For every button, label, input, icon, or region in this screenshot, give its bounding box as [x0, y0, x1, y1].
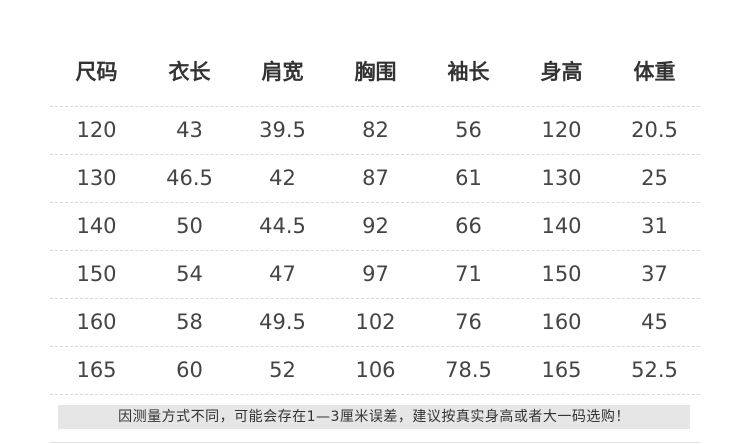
column-header: 尺码: [75, 60, 118, 84]
table-cell: 39.5: [259, 118, 306, 142]
table-cell: 50: [176, 214, 203, 238]
column-header: 胸围: [354, 60, 397, 84]
table-cell: 45: [641, 310, 668, 334]
table-cell: 76: [455, 310, 482, 334]
table-cell: 102: [355, 310, 396, 334]
column-header: 体重: [633, 60, 676, 84]
table-cell: 130: [76, 166, 117, 190]
table-row: 140 50 44.5 92 66 140 31: [50, 202, 700, 250]
table-cell: 47: [269, 262, 296, 286]
column-header: 衣长: [168, 60, 211, 84]
table-cell: 78.5: [445, 358, 492, 382]
column-header: 身高: [540, 60, 583, 84]
table-cell: 37: [641, 262, 668, 286]
header-row: 尺码 衣长 肩宽 胸围 袖长 身高 体重: [50, 48, 700, 96]
table-cell: 20.5: [631, 118, 678, 142]
table-cell: 150: [76, 262, 117, 286]
table-cell: 44.5: [259, 214, 306, 238]
table-cell: 46.5: [166, 166, 213, 190]
bottom-divider: [50, 442, 700, 443]
table-cell: 97: [362, 262, 389, 286]
row-divider: [50, 106, 700, 107]
table-cell: 106: [355, 358, 396, 382]
table-cell: 56: [455, 118, 482, 142]
row-divider: [50, 298, 700, 299]
table-cell: 49.5: [259, 310, 306, 334]
table-cell: 66: [455, 214, 482, 238]
row-divider: [50, 394, 700, 395]
table-cell: 130: [541, 166, 582, 190]
table-row: 120 43 39.5 82 56 120 20.5: [50, 106, 700, 154]
row-divider: [50, 154, 700, 155]
table-cell: 120: [541, 118, 582, 142]
row-divider: [50, 346, 700, 347]
column-header: 袖长: [447, 60, 490, 84]
table-cell: 58: [176, 310, 203, 334]
table-cell: 160: [541, 310, 582, 334]
row-divider: [50, 250, 700, 251]
table-cell: 54: [176, 262, 203, 286]
table-cell: 43: [176, 118, 203, 142]
table-cell: 150: [541, 262, 582, 286]
table-cell: 120: [76, 118, 117, 142]
table-cell: 140: [76, 214, 117, 238]
table-cell: 160: [76, 310, 117, 334]
table-cell: 140: [541, 214, 582, 238]
table-cell: 61: [455, 166, 482, 190]
table-row: 160 58 49.5 102 76 160 45: [50, 298, 700, 346]
table-cell: 87: [362, 166, 389, 190]
table-cell: 60: [176, 358, 203, 382]
table-cell: 42: [269, 166, 296, 190]
table-row: 150 54 47 97 71 150 37: [50, 250, 700, 298]
table-row: 165 60 52 106 78.5 165 52.5: [50, 346, 700, 394]
table-cell: 82: [362, 118, 389, 142]
table-cell: 52.5: [631, 358, 678, 382]
table-cell: 52: [269, 358, 296, 382]
measurement-note: 因测量方式不同，可能会存在1—3厘米误差，建议按真实身高或者大一码选购！: [58, 405, 690, 429]
table-row: 130 46.5 42 87 61 130 25: [50, 154, 700, 202]
table-cell: 71: [455, 262, 482, 286]
table-cell: 92: [362, 214, 389, 238]
table-cell: 165: [76, 358, 117, 382]
column-header: 肩宽: [261, 60, 304, 84]
table-cell: 25: [641, 166, 668, 190]
table-cell: 165: [541, 358, 582, 382]
table-cell: 31: [641, 214, 668, 238]
row-divider: [50, 202, 700, 203]
